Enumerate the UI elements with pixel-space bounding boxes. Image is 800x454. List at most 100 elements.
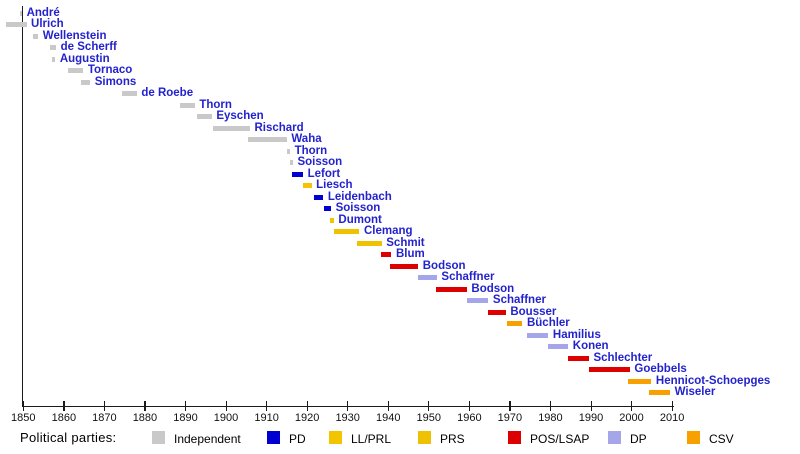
axis-tick-2000	[631, 401, 633, 411]
legend-title: Political parties:	[20, 430, 117, 445]
person-label[interactable]: Soisson	[335, 202, 381, 214]
person-label[interactable]: Augustin	[59, 52, 110, 65]
person-label[interactable]: Tornaco	[87, 64, 133, 76]
person-label[interactable]: Schaffner	[492, 294, 546, 306]
axis-tick-1870	[103, 401, 106, 411]
legend-label-poslsap: POS/LSAP	[530, 432, 590, 446]
person-label[interactable]: Büchler	[526, 317, 570, 329]
person-label[interactable]: Leidenbach	[327, 190, 392, 203]
person-label[interactable]: Hennicot-Schoepges	[655, 374, 771, 387]
person-label[interactable]: Simons	[94, 75, 137, 88]
person-label[interactable]: Bodson	[471, 282, 515, 295]
person-label[interactable]: Eyschen	[216, 110, 264, 122]
term-bar	[303, 183, 312, 188]
person-label[interactable]: de Scherff	[60, 41, 117, 53]
axis-tick-label-1980: 1980	[538, 412, 563, 424]
person-label[interactable]: Thorn	[294, 144, 328, 157]
axis-tick-1860	[63, 401, 65, 411]
person-label[interactable]: Schaffner	[441, 271, 495, 283]
term-bar	[286, 148, 291, 154]
term-bar	[314, 194, 324, 200]
term-bar	[507, 321, 523, 326]
axis-tick-label-1900: 1900	[213, 412, 239, 424]
term-bar	[179, 102, 195, 108]
axis-tick-label-1950: 1950	[416, 412, 442, 424]
term-bar	[548, 344, 569, 349]
term-bar	[196, 114, 212, 119]
term-bar	[380, 252, 392, 257]
axis-tick-1900	[225, 401, 227, 411]
axis-tick-label-1990: 1990	[578, 412, 604, 424]
axis-tick-label-1880: 1880	[132, 412, 158, 424]
axis-tick-label-1910: 1910	[254, 412, 279, 424]
axis-tick-1930	[347, 401, 349, 411]
person-label[interactable]: Rischard	[254, 121, 304, 134]
term-bar	[418, 275, 437, 280]
term-bar	[567, 355, 589, 361]
person-label[interactable]: Lefort	[307, 167, 341, 180]
term-bar	[334, 229, 360, 234]
person-label[interactable]: Soisson	[297, 156, 343, 168]
person-label[interactable]: Blum	[395, 248, 425, 260]
term-bar	[628, 378, 652, 384]
person-label[interactable]: de Roebe	[141, 87, 194, 99]
term-bar	[50, 45, 57, 50]
person-label[interactable]: Schmit	[386, 236, 425, 249]
term-bar	[5, 22, 27, 27]
term-bar	[20, 10, 23, 16]
legend-label-dp: DP	[630, 432, 647, 446]
term-bar	[121, 91, 137, 96]
person-label[interactable]: Wiseler	[674, 386, 716, 398]
term-bar	[466, 298, 489, 303]
axis-tick-label-2010: 2010	[659, 412, 685, 424]
axis-tick-label-1940: 1940	[376, 412, 401, 424]
person-label[interactable]: Waha	[291, 133, 322, 145]
legend-swatch-pd	[267, 431, 280, 444]
legend-label-pd: PD	[289, 432, 306, 446]
axis-tick-label-1870: 1870	[92, 412, 117, 424]
term-bar	[649, 390, 671, 395]
term-bar	[526, 332, 549, 338]
legend-label-independent: Independent	[174, 432, 241, 446]
term-bar	[33, 33, 39, 39]
person-label[interactable]: Konen	[572, 340, 609, 352]
axis-tick-1940	[387, 401, 389, 411]
axis-tick-1890	[185, 401, 187, 411]
term-bar	[81, 79, 91, 85]
person-label[interactable]: Bousser	[510, 305, 557, 318]
person-label[interactable]: Dumont	[338, 213, 382, 226]
term-bar	[488, 309, 506, 315]
person-label[interactable]: Wellenstein	[42, 29, 107, 42]
person-label[interactable]: Hamilius	[552, 328, 601, 341]
axis-tick-1850	[22, 401, 24, 411]
axis-tick-label-1860: 1860	[51, 412, 77, 424]
person-label[interactable]: Schlechter	[593, 351, 653, 364]
axis-tick-2010	[671, 401, 673, 411]
axis-tick-label-2000: 2000	[619, 412, 644, 424]
term-bar	[588, 367, 630, 372]
person-label[interactable]: Goebbels	[634, 363, 687, 375]
person-label[interactable]: Ulrich	[31, 18, 64, 30]
axis-tick-1960	[468, 401, 471, 411]
legend-swatch-dp	[608, 431, 621, 444]
term-bar	[436, 286, 467, 292]
axis-tick-1980	[549, 401, 552, 411]
person-label[interactable]: Thorn	[199, 98, 232, 111]
axis-tick-label-1890: 1890	[173, 412, 198, 424]
person-label[interactable]: André	[26, 6, 60, 19]
legend-swatch-independent	[152, 431, 165, 444]
axis-tick-1880	[144, 401, 146, 411]
term-bar	[213, 125, 250, 131]
term-bar	[329, 217, 334, 223]
legend-label-csv: CSV	[709, 432, 734, 446]
term-bar	[290, 160, 293, 165]
legend-label-prs: PRS	[440, 432, 465, 446]
person-label[interactable]: Clemang	[363, 225, 413, 237]
axis-tick-label-1970: 1970	[497, 412, 523, 424]
person-label[interactable]: Liesch	[316, 179, 353, 191]
axis-tick-1910	[266, 401, 268, 411]
term-bar	[292, 171, 304, 177]
legend-swatch-poslsap	[508, 431, 521, 444]
person-label[interactable]: Bodson	[422, 259, 466, 272]
term-bar	[357, 240, 382, 246]
